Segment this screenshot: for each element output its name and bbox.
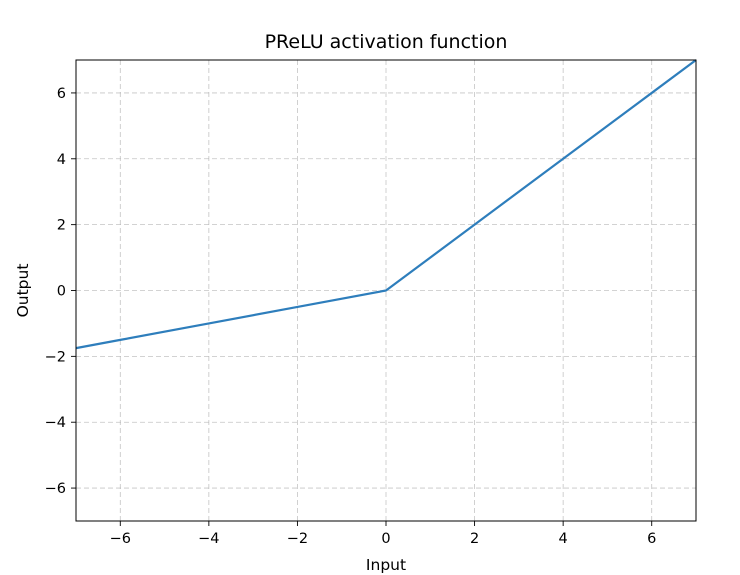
x-tick-label: 2	[470, 531, 479, 547]
grid	[76, 60, 696, 521]
x-tick-label: 0	[381, 531, 390, 547]
x-tick-label: 4	[559, 531, 568, 547]
y-tick-label: 4	[57, 152, 66, 168]
plot-frame	[75, 59, 697, 522]
chart-title: PReLU activation function	[265, 31, 508, 53]
x-tick-label: −4	[198, 531, 219, 547]
y-tick-label: −6	[45, 481, 66, 497]
y-tick-label: −4	[45, 415, 66, 431]
x-tick-label: −2	[287, 531, 308, 547]
x-tick-label: −6	[110, 531, 131, 547]
y-tick-label: 6	[57, 86, 66, 102]
prelu-line	[75, 59, 697, 350]
y-tick-label: 0	[57, 284, 66, 300]
y-tick-label: 2	[57, 218, 66, 234]
plot-series	[75, 59, 697, 350]
x-axis-label: Input	[366, 556, 406, 574]
y-axis-label: Output	[14, 264, 32, 318]
axis-ticks: −6 −4 −2 0 2 4 6 −6 −4 −2 0 2 4 6	[45, 86, 657, 547]
x-tick-label: 6	[647, 531, 656, 547]
y-tick-label: −2	[45, 349, 66, 365]
